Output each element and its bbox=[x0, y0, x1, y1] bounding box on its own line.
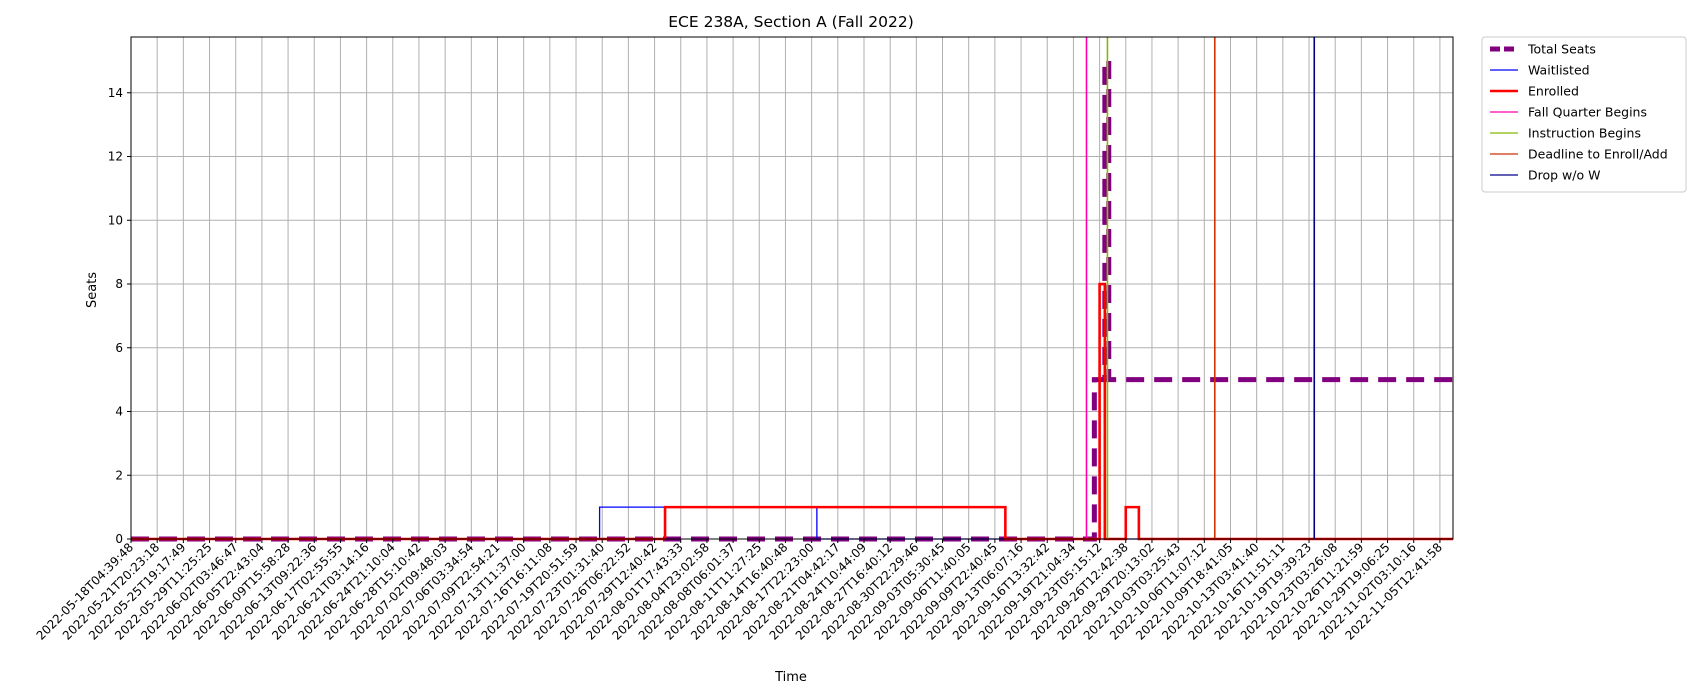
legend-label: Instruction Begins bbox=[1528, 126, 1641, 141]
legend-label: Enrolled bbox=[1528, 84, 1579, 99]
series-lines bbox=[131, 37, 1453, 542]
legend-label: Waitlisted bbox=[1528, 63, 1590, 78]
series-line-1 bbox=[131, 506, 1453, 540]
grid-lines bbox=[130, 37, 1453, 540]
y-tick-label: 12 bbox=[108, 150, 123, 164]
y-axis-title: Seats bbox=[85, 272, 100, 308]
y-tick-label: 10 bbox=[108, 213, 123, 227]
series-line-0 bbox=[131, 58, 1453, 542]
y-tick-label: 6 bbox=[115, 341, 123, 355]
chart-title: ECE 238A, Section A (Fall 2022) bbox=[668, 13, 914, 31]
series-line-2 bbox=[131, 282, 1453, 541]
legend-label: Drop w/o W bbox=[1528, 168, 1600, 183]
axes: 024681012142022-05-18T04:39:482022-05-21… bbox=[34, 36, 1454, 643]
legend-label: Total Seats bbox=[1527, 42, 1596, 57]
plot-frame bbox=[130, 36, 1454, 540]
y-tick-label: 0 bbox=[115, 532, 123, 546]
legend-label: Fall Quarter Begins bbox=[1528, 105, 1647, 120]
legend-box bbox=[1481, 36, 1687, 193]
y-tick-label: 14 bbox=[108, 86, 123, 100]
legend: Total Seats Waitlisted Enrolled Fall Quarte… bbox=[1481, 36, 1687, 193]
x-axis-title: Time bbox=[774, 670, 807, 685]
y-tick-label: 4 bbox=[115, 405, 123, 419]
y-tick-label: 2 bbox=[115, 468, 123, 482]
legend-label: Deadline to Enroll/Add bbox=[1528, 147, 1668, 162]
y-tick-label: 8 bbox=[115, 277, 123, 291]
